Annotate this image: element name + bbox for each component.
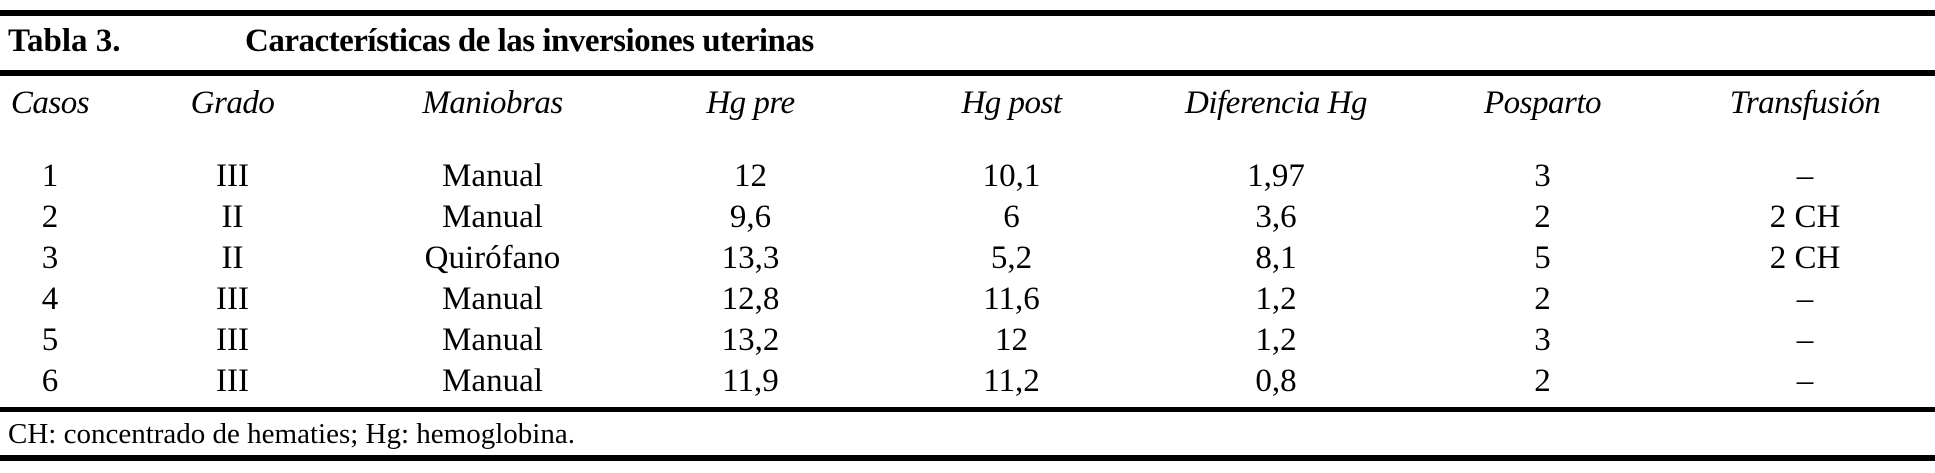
column-header-hg-post: Hg post (961, 85, 1062, 121)
table-footnote: CH: concentrado de hematies; Hg: hemoglo… (8, 418, 575, 450)
table-cell: 13,2 (721, 322, 780, 358)
table-cell: 5,2 (990, 240, 1033, 276)
table-cell: 3 (1534, 322, 1551, 358)
column-header-transfusion: Transfusión (1729, 85, 1881, 121)
table-row: 2 II Manual 9,6 6 3,6 2 2 CH (0, 197, 1935, 238)
table-cell: 1,97 (1247, 158, 1305, 194)
table-cell: – (1796, 158, 1814, 194)
column-header-casos: Casos (10, 85, 90, 121)
table-cell: 13,3 (721, 240, 780, 276)
table-cell: III (216, 363, 249, 399)
table-cell: III (216, 158, 249, 194)
table-cell: Quirófano (424, 240, 561, 276)
table-cell: 2 CH (1769, 240, 1841, 276)
table-cell: 12 (995, 322, 1028, 358)
table-cell: III (216, 281, 249, 317)
table-cell: Manual (442, 158, 543, 194)
table-row: 4 III Manual 12,8 11,6 1,2 2 – (0, 279, 1935, 320)
table-row: 5 III Manual 13,2 12 1,2 3 – (0, 320, 1935, 361)
table-cell: Manual (442, 281, 543, 317)
table-cell: 3 (1534, 158, 1551, 194)
table-cell: 11,2 (983, 363, 1040, 399)
table-title: Tabla 3. Características de las inversio… (0, 22, 1935, 60)
table-cell: 2 (1534, 281, 1551, 317)
table-cell: – (1796, 363, 1814, 399)
table-number: Tabla 3. (8, 23, 121, 59)
bottom-rule (0, 455, 1935, 461)
title-divider-rule (0, 70, 1935, 76)
column-header-posparto: Posparto (1483, 85, 1602, 121)
table-cell: 1,2 (1255, 322, 1297, 358)
table-cell: 3 (41, 240, 59, 276)
table-cell: – (1796, 281, 1814, 317)
table-cell: III (216, 322, 249, 358)
column-header-grado: Grado (190, 85, 275, 121)
characteristics-table: Casos Grado Maniobras Hg pre Hg post Diferenc… (0, 83, 1935, 402)
table-cell: 3,6 (1255, 199, 1297, 235)
table-cell: II (221, 199, 244, 235)
header-row: Casos Grado Maniobras Hg pre Hg post Diferenc… (0, 83, 1935, 156)
table-row: 1 III Manual 12 10,1 1,97 3 – (0, 156, 1935, 197)
table-cell: 5 (41, 322, 59, 358)
table-cell: 4 (41, 281, 59, 317)
table-cell: – (1796, 322, 1814, 358)
table-cell: 12,8 (721, 281, 780, 317)
footnote-divider-rule (0, 407, 1935, 412)
table-cell: 2 (1534, 199, 1551, 235)
table-cell: 2 CH (1769, 199, 1841, 235)
column-header-maniobras: Maniobras (422, 85, 563, 121)
table-cell: 8,1 (1255, 240, 1297, 276)
table-caption: Características de las inversiones uteri… (245, 23, 814, 59)
table-cell: 5 (1534, 240, 1551, 276)
table-cell: II (221, 240, 244, 276)
table-cell: 2 (41, 199, 59, 235)
top-rule (0, 10, 1935, 16)
table-cell: 0,8 (1255, 363, 1297, 399)
table-cell: 11,9 (722, 363, 779, 399)
table-row: 6 III Manual 11,9 11,2 0,8 2 – (0, 361, 1935, 402)
table-cell: 10,1 (982, 158, 1041, 194)
column-header-diferencia-hg: Diferencia Hg (1185, 85, 1367, 121)
table-cell: 6 (1003, 199, 1020, 235)
table-cell: Manual (442, 322, 543, 358)
table-cell: 12 (734, 158, 767, 194)
table-row: 3 II Quirófano 13,3 5,2 8,1 5 2 CH (0, 238, 1935, 279)
column-header-hg-pre: Hg pre (706, 85, 795, 121)
table-cell: 1 (41, 158, 59, 194)
table-cell: 1,2 (1255, 281, 1297, 317)
table-cell: 6 (41, 363, 59, 399)
table-cell: 9,6 (729, 199, 772, 235)
table-cell: 2 (1534, 363, 1551, 399)
table-cell: Manual (442, 199, 543, 235)
table-cell: 11,6 (983, 281, 1040, 317)
table-cell: Manual (442, 363, 543, 399)
